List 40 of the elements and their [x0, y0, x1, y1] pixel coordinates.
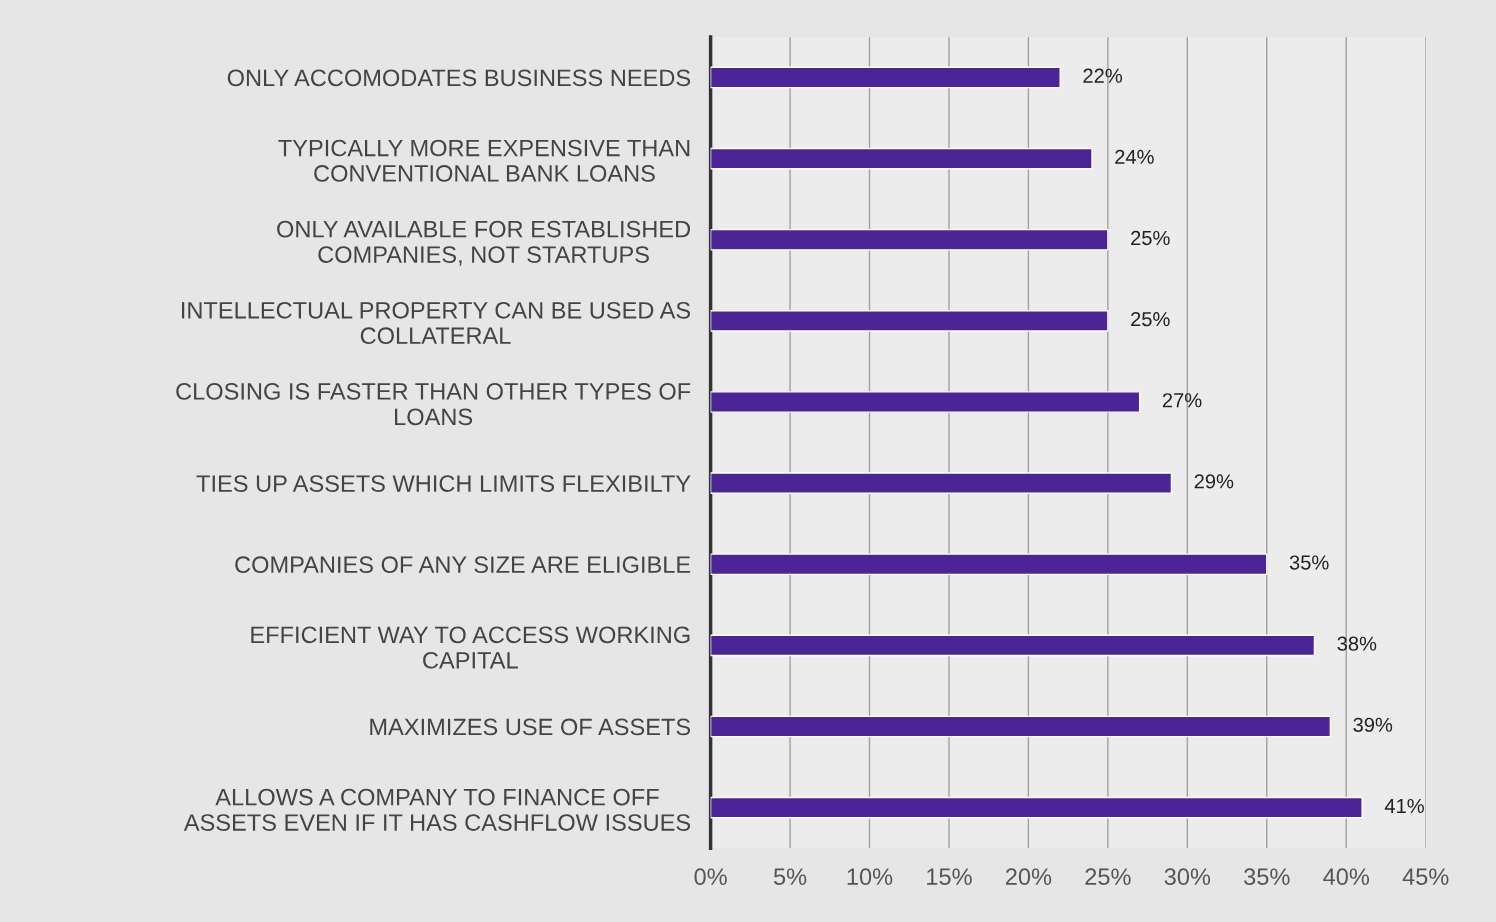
x-tick-label: 45% — [1402, 868, 1449, 886]
bar — [710, 553, 1268, 576]
data-label: 24% — [1115, 149, 1154, 164]
x-tick-label: 40% — [1323, 868, 1370, 886]
y-tick-label: MAXIMIZES USE OF ASSETS — [370, 718, 691, 736]
bar — [710, 147, 1093, 170]
bar — [710, 228, 1109, 251]
x-tick-label: 25% — [1085, 868, 1131, 886]
bar — [710, 391, 1141, 413]
y-tick-label: EFFICIENT WAY TO ACCESS WORKING CAPITAL — [251, 626, 690, 669]
x-tick-label: 5% — [773, 868, 807, 886]
y-tick-label: ONLY AVAILABLE FOR ESTABLISHED COMPANIES, NOT STARTUPS — [277, 220, 691, 266]
x-tick-label: 0% — [694, 868, 727, 886]
data-label: 22% — [1083, 68, 1123, 83]
data-label: 39% — [1353, 717, 1393, 732]
x-tick-label: 35% — [1244, 868, 1290, 886]
bar — [710, 634, 1316, 657]
data-label: 25% — [1131, 230, 1170, 246]
y-tick-label: COMPANIES OF ANY SIZE ARE ELIGIBLE — [235, 556, 691, 574]
bar — [710, 796, 1363, 819]
bar — [710, 66, 1061, 89]
x-tick-label: 30% — [1164, 868, 1211, 886]
y-tick-label: INTELLECTUAL PROPERTY CAN BE USED AS COLLATERAL — [182, 301, 691, 345]
data-label: 38% — [1337, 636, 1377, 651]
y-tick-label: TYPICALLY MORE EXPENSIVE THAN CONVENTIONAL BANK LOANS — [278, 139, 690, 182]
data-label: 29% — [1194, 474, 1234, 489]
y-tick-label: TIES UP ASSETS WHICH LIMITS FLEXIBILTY — [196, 475, 691, 492]
y-tick-label: CLOSING IS FASTER THAN OTHER TYPES OF LOANS — [176, 383, 691, 426]
data-label: 35% — [1289, 555, 1329, 570]
data-label: 25% — [1131, 312, 1170, 327]
x-tick-label: 10% — [847, 868, 893, 886]
x-tick-label: 15% — [927, 868, 972, 886]
data-label: 27% — [1162, 393, 1202, 408]
bar — [710, 715, 1332, 738]
y-tick-label: ALLOWS A COMPANY TO FINANCE OFF ASSETS EVEN IF IT HAS CASHFLOW ISSUES — [183, 788, 691, 831]
bar — [710, 472, 1173, 494]
y-tick-label: ONLY ACCOMODATES BUSINESS NEEDS — [227, 69, 691, 87]
data-label: 41% — [1384, 798, 1424, 813]
x-tick-label: 20% — [1005, 868, 1052, 886]
bar — [710, 310, 1109, 332]
